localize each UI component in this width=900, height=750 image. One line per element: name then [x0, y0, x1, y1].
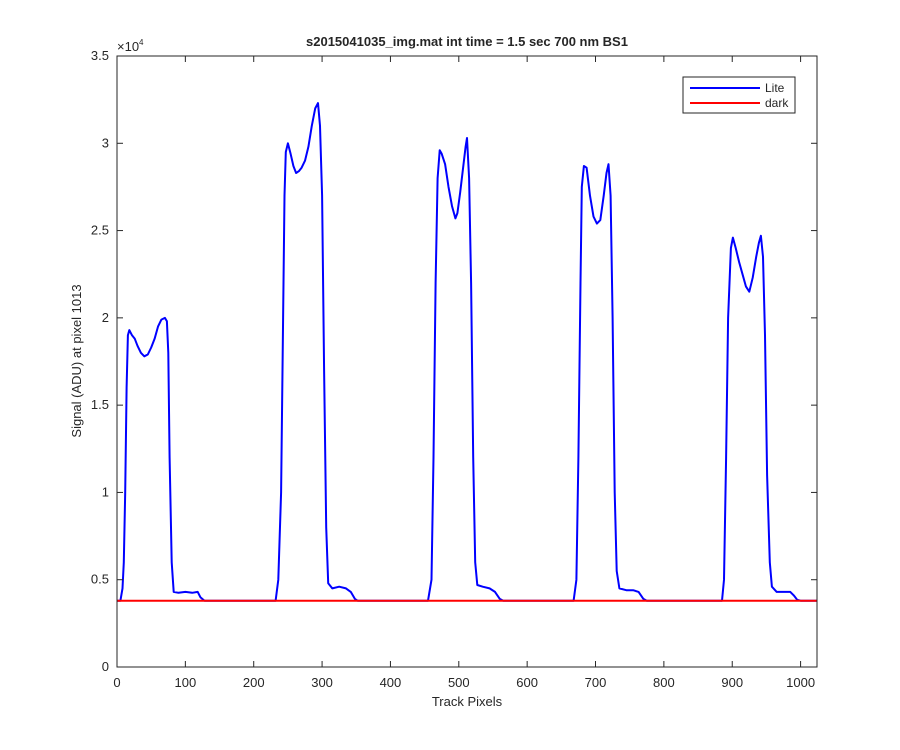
series-layer [117, 102, 817, 602]
y-tick-label: 2 [102, 310, 109, 325]
x-tick-label: 0 [113, 675, 120, 690]
legend-label-dark: dark [765, 96, 789, 110]
y-tick-label: 2.5 [91, 223, 109, 238]
y-tick-label: 3 [102, 135, 109, 150]
y-exponent-base: ×10 [117, 39, 139, 54]
x-tick-label: 100 [175, 675, 197, 690]
y-axis-label: Signal (ADU) at pixel 1013 [69, 284, 84, 437]
y-tick-label: 0 [102, 659, 109, 674]
legend-label-lite: Lite [765, 81, 785, 95]
x-tick-label: 900 [721, 675, 743, 690]
chart-title: s2015041035_img.mat int time = 1.5 sec 7… [306, 34, 628, 49]
y-tick-label: 3.5 [91, 48, 109, 63]
x-axis-ticks: 0 100 200 300 400 500 600 700 800 900 1000 [113, 56, 815, 690]
legend: Lite dark [682, 76, 796, 114]
plot-area [117, 56, 817, 667]
x-tick-label: 300 [311, 675, 333, 690]
series-line-lite [117, 102, 817, 602]
axes-box [116, 55, 818, 668]
y-axis-ticks: 0 0.5 1 1.5 2 2.5 3 3.5 [91, 48, 817, 674]
x-tick-label: 500 [448, 675, 470, 690]
x-tick-label: 1000 [786, 675, 815, 690]
x-tick-label: 400 [380, 675, 402, 690]
y-tick-label: 1.5 [91, 397, 109, 412]
y-tick-label: 0.5 [91, 572, 109, 587]
legend-box [682, 76, 796, 114]
x-tick-label: 600 [516, 675, 538, 690]
x-tick-label: 200 [243, 675, 265, 690]
x-tick-label: 700 [585, 675, 607, 690]
x-tick-label: 800 [653, 675, 675, 690]
x-axis-label: Track Pixels [432, 694, 503, 709]
y-exponent-power: 4 [139, 38, 144, 47]
y-tick-label: 1 [102, 484, 109, 499]
